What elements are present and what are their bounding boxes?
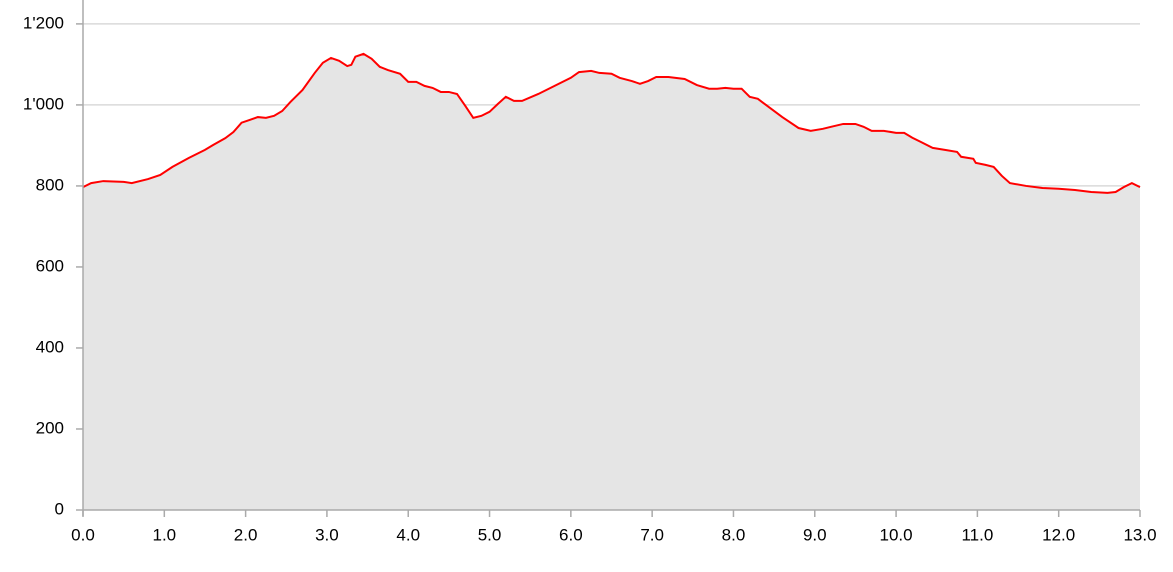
x-tick-label: 12.0 [1042, 525, 1075, 544]
y-tick-label: 200 [36, 418, 64, 437]
x-tick-label: 1.0 [152, 525, 176, 544]
y-tick-label: 600 [36, 256, 64, 275]
x-tick-label: 7.0 [640, 525, 664, 544]
x-tick-label: 8.0 [722, 525, 746, 544]
y-tick-label: 1'000 [23, 94, 64, 113]
x-tick-label: 11.0 [961, 525, 993, 544]
x-tick-label: 13.0 [1123, 525, 1156, 544]
x-tick-label: 0.0 [71, 525, 95, 544]
y-tick-label: 400 [36, 337, 64, 356]
x-tick-label: 10.0 [880, 525, 913, 544]
line [82, 52, 1141, 194]
area [83, 53, 1140, 510]
x-tick-label: 6.0 [559, 525, 583, 544]
x-tick-label: 3.0 [315, 525, 339, 544]
x-tick-label: 9.0 [803, 525, 827, 544]
y-tick-label: 1'200 [23, 13, 64, 32]
y-tick-label: 800 [36, 175, 64, 194]
x-tick-label: 4.0 [396, 525, 420, 544]
x-tick-label: 2.0 [234, 525, 258, 544]
y-tick-label: 0 [55, 499, 64, 518]
x-tick-label: 5.0 [478, 525, 502, 544]
